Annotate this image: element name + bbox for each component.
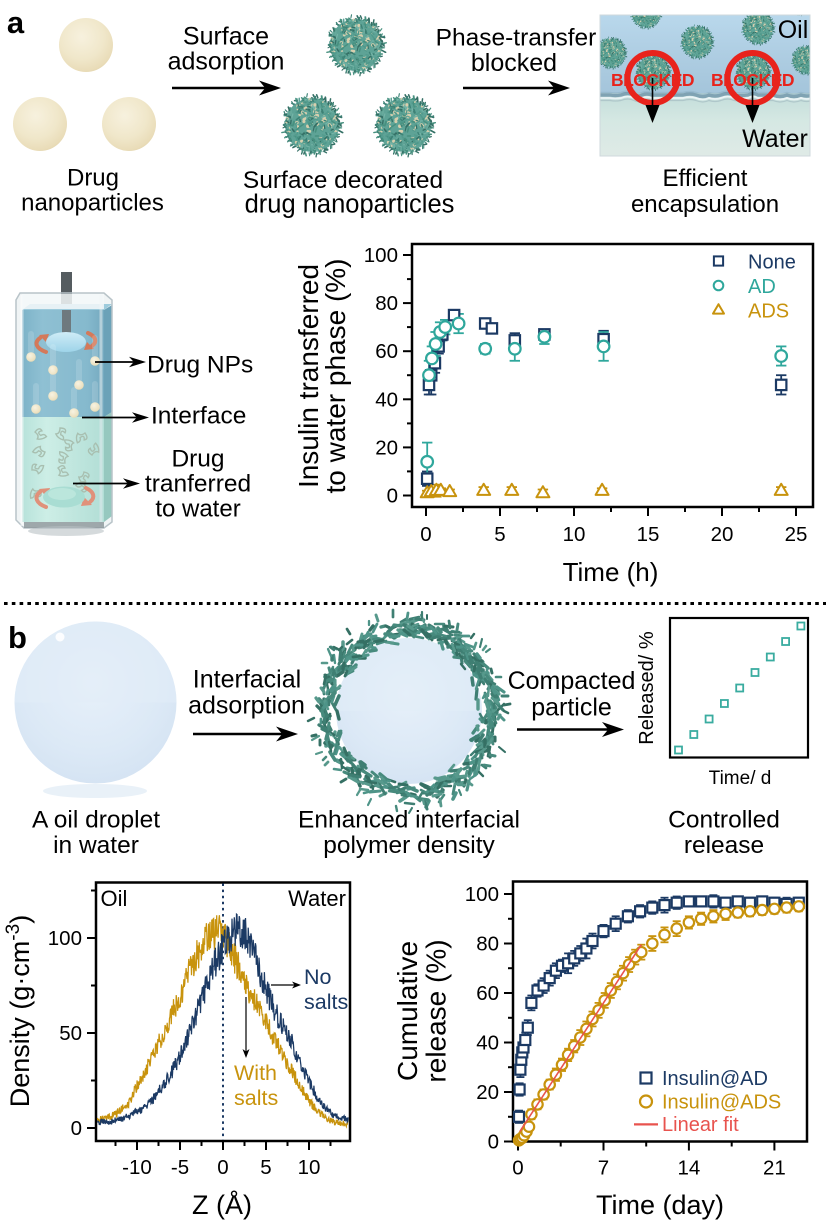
svg-text:drug nanoparticles: drug nanoparticles <box>245 191 455 219</box>
svg-text:Phase-transfer: Phase-transfer <box>436 25 597 52</box>
svg-text:14: 14 <box>678 1157 701 1180</box>
svg-text:release: release <box>684 832 764 859</box>
svg-text:Insulin transferred: Insulin transferred <box>293 264 324 488</box>
svg-text:40: 40 <box>375 388 398 411</box>
svg-text:particle: particle <box>531 694 612 722</box>
svg-text:Oil: Oil <box>101 886 128 911</box>
svg-text:Oil: Oil <box>778 16 809 44</box>
svg-text:salts: salts <box>304 990 348 1014</box>
svg-text:Interface: Interface <box>151 403 246 430</box>
svg-text:b: b <box>8 620 27 655</box>
svg-text:100: 100 <box>364 244 398 267</box>
svg-text:80: 80 <box>476 933 499 956</box>
svg-text:5: 5 <box>260 1156 271 1179</box>
svg-text:5: 5 <box>494 523 505 546</box>
svg-text:adsorption: adsorption <box>188 692 305 720</box>
svg-text:60: 60 <box>476 982 499 1005</box>
svg-text:AD: AD <box>748 276 776 298</box>
svg-text:80: 80 <box>375 292 398 315</box>
svg-text:Time (h): Time (h) <box>563 557 659 587</box>
svg-text:Water: Water <box>288 886 346 911</box>
svg-text:Water: Water <box>742 125 808 153</box>
svg-text:salts: salts <box>234 1086 278 1110</box>
svg-text:Drug: Drug <box>171 446 224 473</box>
svg-text:BLOCKED: BLOCKED <box>711 70 794 90</box>
svg-text:ADS: ADS <box>748 301 789 323</box>
svg-text:Drug: Drug <box>67 165 119 192</box>
svg-text:Compacted: Compacted <box>508 667 636 695</box>
svg-text:Insulin@ADS: Insulin@ADS <box>662 1092 781 1114</box>
svg-text:With: With <box>234 1061 277 1085</box>
svg-text:0: 0 <box>387 485 398 508</box>
svg-text:40: 40 <box>476 1032 499 1055</box>
svg-text:Linear fit: Linear fit <box>662 1114 739 1136</box>
svg-text:Surface decorated: Surface decorated <box>243 167 443 194</box>
svg-text:a: a <box>7 5 25 40</box>
svg-text:Surface: Surface <box>183 23 269 51</box>
svg-text:adsorption: adsorption <box>168 48 285 76</box>
svg-text:tranferred: tranferred <box>145 471 251 498</box>
svg-text:Drug NPs: Drug NPs <box>147 352 253 379</box>
svg-text:encapsulation: encapsulation <box>631 191 779 218</box>
svg-text:Time/ d: Time/ d <box>709 768 772 789</box>
svg-text:None: None <box>748 252 796 274</box>
svg-text:Z (Å): Z (Å) <box>192 1189 252 1220</box>
svg-text:100: 100 <box>48 927 82 950</box>
svg-text:20: 20 <box>476 1081 499 1104</box>
svg-text:release (%): release (%) <box>421 939 452 1082</box>
svg-text:7: 7 <box>598 1157 609 1180</box>
svg-text:20: 20 <box>375 436 398 459</box>
svg-text:50: 50 <box>59 1022 82 1045</box>
svg-text:to water: to water <box>155 496 240 523</box>
svg-text:No: No <box>304 965 332 989</box>
svg-text:Interfacial: Interfacial <box>193 666 301 694</box>
svg-text:Time (day): Time (day) <box>596 1190 724 1220</box>
svg-text:0: 0 <box>488 1131 499 1154</box>
svg-text:BLOCKED: BLOCKED <box>611 70 694 90</box>
svg-text:21: 21 <box>763 1157 786 1180</box>
svg-text:Released/ %: Released/ % <box>636 631 658 745</box>
svg-text:to water phase (%): to water phase (%) <box>320 259 351 494</box>
svg-text:0: 0 <box>71 1117 82 1140</box>
svg-text:polymer density: polymer density <box>323 832 495 859</box>
svg-text:nanoparticles: nanoparticles <box>21 190 164 217</box>
svg-text:100: 100 <box>465 883 499 906</box>
svg-text:Cumulative: Cumulative <box>392 941 423 1081</box>
svg-text:Density (g·cm-3): Density (g·cm-3) <box>3 915 35 1107</box>
svg-text:Efficient: Efficient <box>663 165 748 192</box>
svg-text:60: 60 <box>375 340 398 363</box>
svg-text:20: 20 <box>711 523 734 546</box>
svg-text:Enhanced interfacial: Enhanced interfacial <box>298 807 520 834</box>
svg-text:Insulin@AD: Insulin@AD <box>662 1068 768 1090</box>
svg-text:10: 10 <box>298 1156 321 1179</box>
svg-text:in water: in water <box>53 832 139 859</box>
svg-text:0: 0 <box>217 1156 228 1179</box>
svg-text:blocked: blocked <box>471 49 557 77</box>
svg-text:0: 0 <box>420 523 431 546</box>
svg-text:15: 15 <box>637 523 660 546</box>
svg-text:Controlled: Controlled <box>668 807 780 834</box>
svg-text:0: 0 <box>512 1157 523 1180</box>
svg-text:10: 10 <box>563 523 586 546</box>
svg-text:-10: -10 <box>122 1156 152 1179</box>
svg-text:-5: -5 <box>171 1156 189 1179</box>
svg-text:25: 25 <box>785 523 808 546</box>
svg-text:A oil droplet: A oil droplet <box>32 807 160 834</box>
